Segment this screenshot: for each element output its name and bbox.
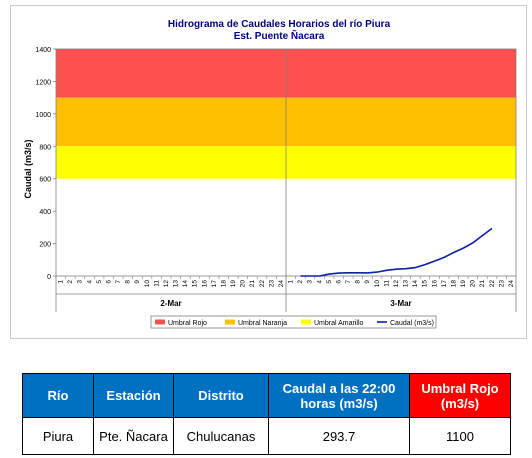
x-tick-label: 6 <box>105 280 112 284</box>
header-rio: Río <box>22 373 94 418</box>
x-tick-label: 18 <box>220 280 227 288</box>
x-tick-label: 5 <box>96 280 103 284</box>
chart-subtitle: Est. Puente Ñacara <box>234 29 325 42</box>
x-tick-label: 9 <box>364 280 371 284</box>
header-umbral-rojo: Umbral Rojo (m3/s) <box>409 373 511 418</box>
x-tick-label: 7 <box>115 280 122 284</box>
x-tick-label: 19 <box>230 280 237 288</box>
x-tick-label: 7 <box>345 280 352 284</box>
station-summary-table: Río Estación Distrito Caudal a las 22:00… <box>22 373 511 455</box>
x-tick-label: 10 <box>144 280 151 288</box>
x-tick-label: 18 <box>450 280 457 288</box>
legend-swatch <box>301 319 311 325</box>
y-tick-label: 200 <box>39 242 51 249</box>
x-tick-label: 16 <box>431 280 438 288</box>
y-axis-label: Caudal (m3/s) <box>23 139 33 198</box>
y-tick-label: 1200 <box>35 79 51 86</box>
x-tick-label: 15 <box>192 280 199 288</box>
x-tick-label: 17 <box>441 280 448 288</box>
caudal-series-line <box>300 227 493 277</box>
x-tick-label: 8 <box>355 280 362 284</box>
x-tick-label: 13 <box>403 280 410 288</box>
legend-box <box>150 315 437 329</box>
x-tick-label: 15 <box>422 280 429 288</box>
x-tick-label: 21 <box>249 280 256 288</box>
legend-swatch <box>225 319 235 325</box>
table-header-row: Río Estación Distrito Caudal a las 22:00… <box>22 373 511 418</box>
x-tick-label: 14 <box>182 280 189 288</box>
x-tick-label: 12 <box>163 280 170 288</box>
legend-label: Umbral Amarillo <box>314 320 364 327</box>
x-tick-label: 24 <box>278 280 285 288</box>
x-tick-label: 24 <box>508 280 515 288</box>
x-tick-label: 12 <box>393 280 400 288</box>
y-tick-label: 0 <box>47 274 51 281</box>
table-row: Piura Pte. Ñacara Chulucanas 293.7 1100 <box>22 417 511 455</box>
cell-estacion: Pte. Ñacara <box>93 417 174 455</box>
chart-title: Hidrograma de Caudales Horarios del río … <box>168 19 391 30</box>
x-tick-label: 2 <box>297 280 304 284</box>
legend-label: Umbral Naranja <box>238 320 287 327</box>
cell-caudal: 293.7 <box>268 417 410 455</box>
x-tick-label: 1 <box>58 280 65 284</box>
x-tick-label: 9 <box>134 280 141 284</box>
day-group-label: 2-Mar <box>160 299 181 308</box>
header-caudal: Caudal a las 22:00 horas (m3/s) <box>268 373 410 418</box>
x-tick-label: 19 <box>460 280 467 288</box>
y-tick-label: 600 <box>39 177 51 184</box>
x-tick-label: 1 <box>288 280 295 284</box>
header-distrito: Distrito <box>173 373 269 418</box>
y-tick-label: 800 <box>39 144 51 151</box>
x-tick-label: 23 <box>498 280 505 288</box>
x-tick-label: 4 <box>86 280 93 284</box>
x-tick-label: 14 <box>412 280 419 288</box>
y-tick-label: 1400 <box>35 47 51 54</box>
day-group-label: 3-Mar <box>390 299 411 308</box>
x-tick-label: 20 <box>470 280 477 288</box>
x-tick-label: 13 <box>173 280 180 288</box>
header-estacion: Estación <box>93 373 174 418</box>
x-tick-label: 23 <box>268 280 275 288</box>
x-tick-label: 11 <box>153 280 160 287</box>
x-tick-label: 8 <box>125 280 132 284</box>
x-tick-label: 10 <box>374 280 381 288</box>
y-tick-label: 400 <box>39 209 51 216</box>
cell-distrito: Chulucanas <box>173 417 269 455</box>
legend-swatch <box>155 319 165 325</box>
x-tick-label: 4 <box>316 280 323 284</box>
x-tick-label: 16 <box>201 280 208 288</box>
chart-legend: Umbral Rojo Umbral Naranja Umbral Amarillo… <box>150 315 437 329</box>
x-tick-label: 11 <box>383 280 390 287</box>
cell-umbral-rojo: 1100 <box>409 417 511 455</box>
x-tick-label: 2 <box>67 280 74 284</box>
x-tick-label: 6 <box>335 280 342 284</box>
x-tick-label: 3 <box>307 280 314 284</box>
x-tick-label: 21 <box>479 280 486 288</box>
x-tick-label: 3 <box>77 280 84 284</box>
x-tick-label: 22 <box>259 280 266 288</box>
x-tick-label: 22 <box>489 280 496 288</box>
x-tick-label: 17 <box>211 280 218 288</box>
hydrograph-chart: Hidrograma de Caudales Horarios del río … <box>23 19 517 329</box>
legend-label: Umbral Rojo <box>168 320 207 327</box>
x-tick-label: 5 <box>326 280 333 284</box>
y-tick-label: 1000 <box>35 112 51 119</box>
legend-label: Caudal (m3/s) <box>390 320 434 327</box>
x-tick-label: 20 <box>240 280 247 288</box>
chart-panel: Hidrograma de Caudales Horarios del río … <box>10 5 527 339</box>
cell-rio: Piura <box>22 417 94 455</box>
